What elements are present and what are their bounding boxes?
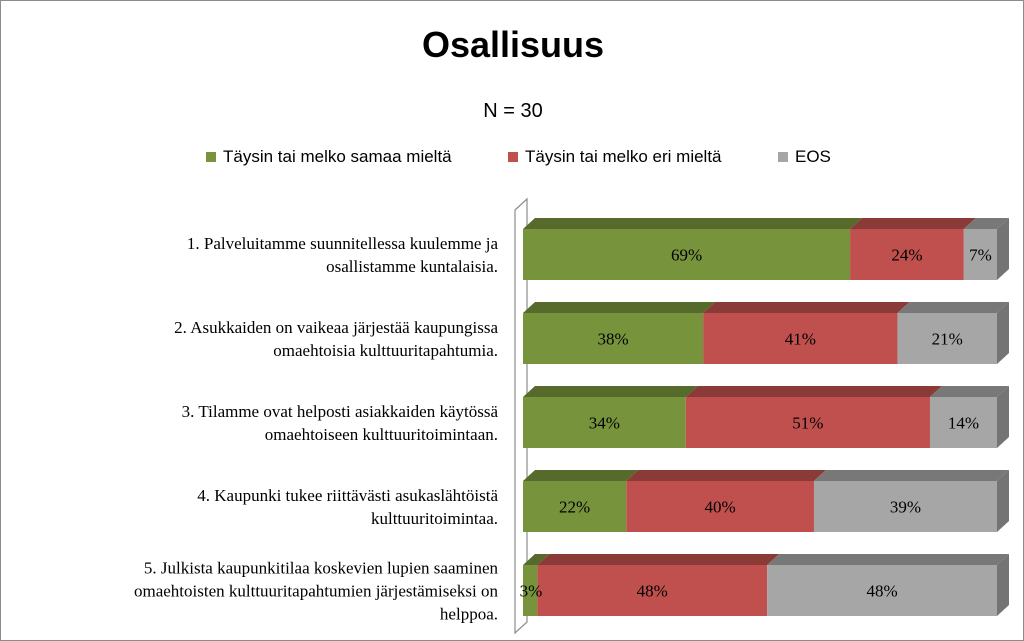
category-label: 5. Julkista kaupunkitilaa koskevien lupi… — [144, 559, 499, 578]
bar-segment — [523, 313, 704, 364]
bar-segment-top — [626, 470, 826, 481]
category-label: 2. Asukkaiden on vaikeaa järjestää kaupu… — [174, 318, 498, 337]
bar-segment — [626, 481, 814, 532]
data-label: 22% — [559, 498, 590, 517]
data-label: 48% — [867, 582, 898, 601]
legend-swatch — [508, 152, 518, 162]
bar-segment — [897, 313, 997, 364]
legend-swatch — [206, 152, 216, 162]
category-label: 3. Tilamme ovat helposti asiakkaiden käy… — [182, 402, 499, 421]
data-label: 3% — [520, 582, 543, 601]
bar-segment-top — [523, 218, 863, 229]
bar-segment-top — [523, 470, 639, 481]
bar-segment — [523, 565, 538, 616]
bar-segment — [929, 397, 997, 448]
bar-segment — [523, 229, 851, 280]
data-label: 24% — [891, 246, 922, 265]
data-label: 14% — [948, 414, 979, 433]
category-label: omaehtoiseen kulttuuritoimintaan. — [265, 425, 498, 444]
category-label: 1. Palveluitamme suunnitellessa kuulemme… — [187, 234, 499, 253]
bar-end-face — [997, 302, 1009, 364]
legend-label: Täysin tai melko eri mieltä — [525, 147, 722, 166]
bar-segment-top — [897, 302, 1009, 313]
legend-swatch — [778, 152, 788, 162]
bar-end-face — [997, 218, 1009, 280]
data-label: 51% — [792, 414, 823, 433]
bar-segment-top — [523, 386, 698, 397]
category-label: helppoa. — [440, 605, 498, 624]
bar-segment — [850, 229, 964, 280]
data-label: 69% — [671, 246, 702, 265]
legend-label: Täysin tai melko samaa mieltä — [223, 147, 452, 166]
data-label: 7% — [969, 246, 992, 265]
bar-segment — [523, 397, 686, 448]
data-label: 34% — [589, 414, 620, 433]
bar-segment — [523, 481, 627, 532]
category-label: omaehtoisia kulttuuritapahtumia. — [273, 341, 498, 360]
bar-segment-top — [929, 386, 1009, 397]
chart-subtitle: N = 30 — [483, 100, 542, 122]
bar-segment — [685, 397, 930, 448]
data-label: 39% — [890, 498, 921, 517]
bar-segment-top — [523, 302, 716, 313]
bar-segment-top — [703, 302, 910, 313]
data-label: 40% — [705, 498, 736, 517]
category-label: 4. Kaupunki tukee riittävästi asukasläht… — [197, 486, 498, 505]
bar-segment — [703, 313, 898, 364]
bar-segment — [813, 481, 997, 532]
bar-segment — [963, 229, 997, 280]
bar-segment-top — [767, 554, 1009, 565]
bar-end-face — [997, 386, 1009, 448]
category-label: osallistamme kuntalaisia. — [326, 257, 498, 276]
bar-segment-top — [537, 554, 780, 565]
bar-end-face — [997, 470, 1009, 532]
category-label: omaehtoisten kulttuuritapahtumien järjes… — [134, 582, 499, 601]
bar-segment-top — [963, 218, 1009, 229]
category-labels: 1. Palveluitamme suunnitellessa kuulemme… — [134, 234, 499, 624]
bar-segment-top — [813, 470, 1009, 481]
bar-segment — [767, 565, 997, 616]
bar-segment-top — [850, 218, 976, 229]
bar-end-face — [997, 554, 1009, 616]
bar-segment-top — [523, 554, 550, 565]
category-label: kulttuuritoimintaa. — [371, 509, 498, 528]
data-label: 41% — [785, 330, 816, 349]
bar-segment-top — [685, 386, 942, 397]
bar-segment — [537, 565, 768, 616]
data-labels: 69% 24% 7% 38% 41% 21% 34% 51% 14% 22% 40% 39% 3% 48%… — [520, 246, 992, 601]
legend-label: EOS — [795, 147, 831, 166]
data-label: 21% — [932, 330, 963, 349]
data-label: 48% — [637, 582, 668, 601]
legend: Täysin tai melko samaa mieltä Täysin tai … — [206, 147, 831, 166]
bars — [523, 218, 1009, 616]
chart-title: Osallisuus — [422, 24, 604, 65]
data-label: 38% — [597, 330, 628, 349]
